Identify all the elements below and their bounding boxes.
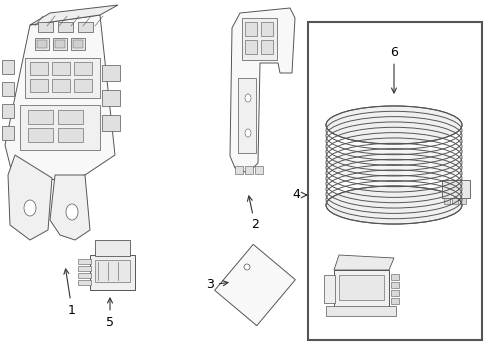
- Bar: [326, 306, 396, 316]
- Bar: [74, 79, 92, 92]
- Ellipse shape: [326, 106, 462, 144]
- Bar: [261, 22, 273, 36]
- Bar: [460, 198, 466, 204]
- Bar: [90, 255, 135, 290]
- Ellipse shape: [326, 186, 462, 224]
- Bar: [37, 40, 47, 48]
- Bar: [334, 270, 389, 308]
- Bar: [74, 62, 92, 75]
- Bar: [78, 22, 93, 32]
- Bar: [55, 40, 65, 48]
- Polygon shape: [5, 15, 115, 185]
- Polygon shape: [30, 5, 118, 25]
- Bar: [30, 79, 48, 92]
- Bar: [53, 38, 67, 50]
- Bar: [25, 58, 100, 98]
- Bar: [339, 275, 384, 300]
- Bar: [102, 90, 120, 106]
- Circle shape: [244, 264, 250, 270]
- Bar: [391, 274, 399, 280]
- Bar: [245, 166, 253, 174]
- Bar: [28, 128, 53, 142]
- Text: 4: 4: [292, 189, 300, 202]
- Bar: [58, 22, 73, 32]
- Bar: [324, 275, 335, 303]
- Bar: [58, 128, 83, 142]
- Bar: [38, 22, 53, 32]
- Bar: [78, 273, 91, 278]
- Bar: [20, 105, 100, 150]
- Ellipse shape: [326, 146, 462, 184]
- Bar: [102, 115, 120, 131]
- Bar: [238, 78, 256, 153]
- Ellipse shape: [245, 94, 251, 102]
- Text: 2: 2: [247, 196, 259, 231]
- Bar: [255, 166, 263, 174]
- Polygon shape: [50, 175, 90, 240]
- Text: 1: 1: [64, 269, 76, 316]
- Bar: [58, 110, 83, 124]
- Bar: [391, 298, 399, 304]
- Bar: [308, 22, 482, 340]
- Bar: [95, 260, 130, 282]
- Polygon shape: [334, 255, 394, 270]
- Bar: [391, 290, 399, 296]
- Bar: [102, 65, 120, 81]
- Polygon shape: [230, 8, 295, 173]
- Bar: [73, 40, 83, 48]
- Bar: [391, 282, 399, 288]
- Polygon shape: [8, 155, 52, 240]
- Bar: [261, 40, 273, 54]
- Bar: [2, 126, 14, 140]
- Bar: [71, 38, 85, 50]
- Bar: [28, 110, 53, 124]
- Text: 3: 3: [206, 279, 228, 292]
- Ellipse shape: [24, 200, 36, 216]
- Ellipse shape: [66, 204, 78, 220]
- Bar: [442, 180, 470, 198]
- Text: 5: 5: [106, 298, 114, 328]
- Bar: [242, 18, 277, 60]
- Text: 6: 6: [390, 45, 398, 93]
- Bar: [245, 22, 257, 36]
- Bar: [35, 38, 49, 50]
- Bar: [78, 280, 91, 285]
- Bar: [52, 79, 70, 92]
- Bar: [235, 166, 243, 174]
- Bar: [78, 266, 91, 271]
- Bar: [444, 198, 450, 204]
- Bar: [30, 62, 48, 75]
- Polygon shape: [215, 244, 295, 326]
- Bar: [245, 40, 257, 54]
- Bar: [52, 62, 70, 75]
- Bar: [2, 60, 14, 74]
- Bar: [452, 198, 458, 204]
- Bar: [2, 82, 14, 96]
- Ellipse shape: [245, 129, 251, 137]
- Bar: [2, 104, 14, 118]
- Bar: [78, 259, 91, 264]
- Bar: [95, 240, 130, 256]
